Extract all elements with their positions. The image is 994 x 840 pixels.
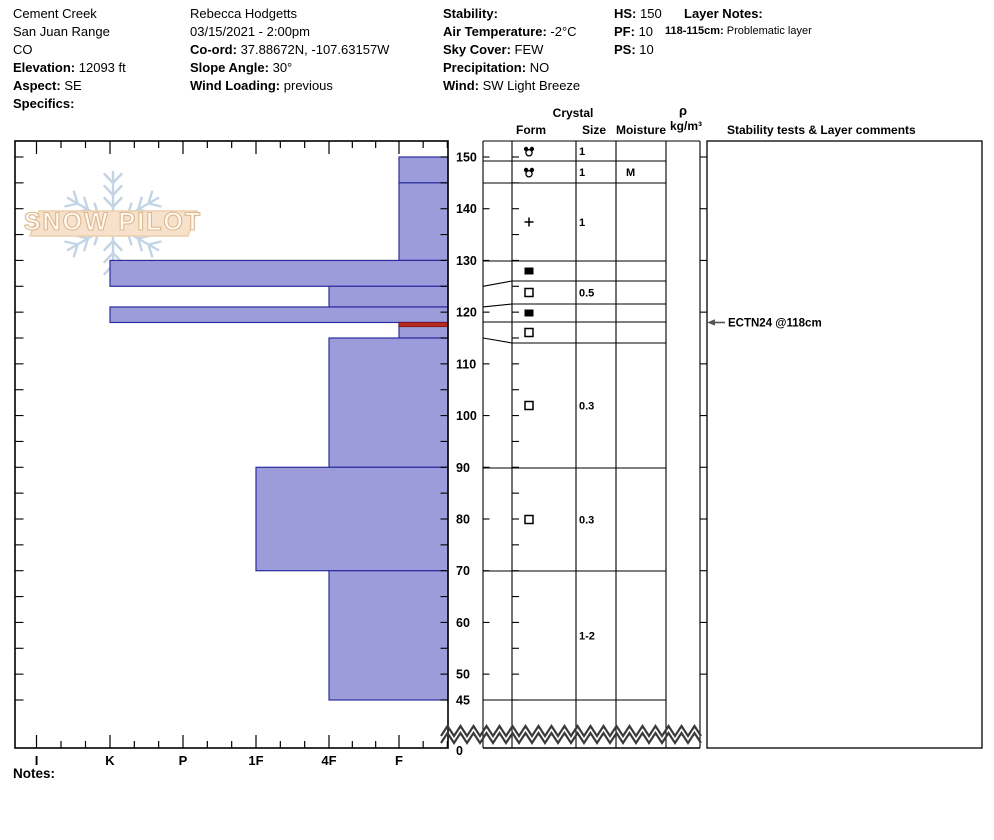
hardness-tick-label: K: [105, 753, 115, 768]
grain-form-FC: [524, 287, 534, 298]
grain-size-value: 1-2: [579, 631, 595, 643]
grain-form-MF: [523, 146, 535, 157]
grain-form-FC: [524, 514, 534, 525]
hardness-bars: [109, 156, 449, 701]
stability-line: Stability:: [443, 6, 498, 21]
depth-tick-label: 130: [456, 254, 477, 268]
grain-form-FC: [524, 327, 534, 338]
layer-bar: [328, 285, 449, 308]
depth-tick-label: 80: [456, 513, 470, 527]
grain-size-value: 0.5: [579, 288, 594, 300]
grain-table-grid: [482, 140, 701, 749]
layer-leader-line: [482, 280, 513, 287]
stability-test-annotations: ECTN24 @118cm: [707, 317, 822, 329]
grain-table-rows: 1 1 M 1 0.5 0.3 0.3 1-2: [523, 146, 635, 643]
grain-size-value: 0.3: [579, 401, 594, 413]
problematic-layer-marker: [398, 322, 449, 328]
depth-tick-label: 60: [456, 616, 470, 630]
slope-angle-line: Slope Angle: 30°: [190, 60, 293, 75]
density-symbol-header: ρ: [678, 103, 688, 118]
depth-tick-label: 120: [456, 306, 477, 320]
measurements-block: HS: 150 PF: 10 PS: 10: [614, 5, 662, 59]
layer-notes-title: Layer Notes:: [684, 6, 763, 21]
depth-tick-label: 70: [456, 564, 470, 578]
grain-form-FC: [524, 400, 534, 411]
conditions-block: Stability: Air Temperature: -2°C Sky Cov…: [443, 5, 580, 95]
logo-text: SNOW PILOT: [24, 208, 202, 236]
hardness-axis-labels: I K P 1F 4F F: [35, 753, 403, 768]
grain-size-value: 1: [579, 146, 585, 158]
depth-tick-label: 140: [456, 202, 477, 216]
moisture-column-header: Moisture: [615, 123, 666, 137]
depth-axis-break: [440, 730, 702, 746]
logo-banner: [28, 210, 199, 237]
depth-ticks: [15, 156, 707, 701]
depth-axis-break: [440, 723, 702, 739]
ps-line: PS: 10: [614, 42, 654, 57]
stability-panel-box: [706, 140, 983, 749]
layer-leader-line: [482, 337, 513, 344]
air-temp-line: Air Temperature: -2°C: [443, 24, 577, 39]
density-unit-header: kg/m³: [669, 119, 702, 133]
specifics-line: Specifics:: [13, 96, 75, 111]
hardness-tick-label: F: [395, 753, 403, 768]
grain-size-value: 1: [579, 167, 585, 179]
pf-line: PF: 10: [614, 24, 654, 39]
location-block: Cement Creek San Juan Range CO Elevation…: [13, 5, 126, 113]
size-column-header: Size: [581, 123, 606, 137]
hardness-tick-label: P: [179, 753, 188, 768]
arrow-left-icon: [707, 319, 715, 326]
precipitation-line: Precipitation: NO: [443, 60, 550, 75]
observer-name: Rebecca Hodgetts: [190, 6, 297, 21]
observer-block: Rebecca Hodgetts 03/15/2021 - 2:00pm Co-…: [190, 5, 389, 95]
grain-form-IF: [524, 309, 534, 317]
depth-tick-label: 50: [456, 668, 470, 682]
sky-cover-line: Sky Cover: FEW: [443, 42, 544, 57]
layer-bar: [398, 182, 449, 262]
wind-loading-line: Wind Loading: previous: [190, 78, 333, 93]
layer-note-entry: 118-115cm: Problematic layer: [665, 25, 812, 37]
layer-bar: [109, 259, 449, 287]
hardness-tick-label: 4F: [321, 753, 336, 768]
crystal-header: Crystal: [552, 106, 594, 120]
stability-panel-header: Stability tests & Layer comments: [727, 123, 916, 137]
depth-tick-label: 90: [456, 461, 470, 475]
hardness-tick-label: I: [35, 753, 39, 768]
hs-line: HS: 150: [614, 6, 662, 21]
layer-leader-line: [482, 303, 513, 308]
wind-line: Wind: SW Light Breeze: [443, 78, 581, 93]
form-column-header: Form: [516, 123, 546, 137]
mountain-range: San Juan Range: [13, 24, 110, 39]
layer-bar: [328, 570, 449, 701]
state: CO: [13, 42, 33, 57]
depth-axis-labels: 150 140 130 120 110 100 90 80 70 60 50 45 0: [456, 151, 477, 759]
aspect-line: Aspect: SE: [13, 78, 82, 93]
site-name: Cement Creek: [13, 6, 97, 21]
coordinates-line: Co-ord: 37.88672N, -107.63157W: [190, 42, 390, 57]
layer-bar: [109, 306, 449, 324]
layer-bar: [398, 156, 449, 184]
grain-size-value: 1: [579, 217, 585, 229]
depth-tick-label: 45: [456, 694, 470, 708]
layer-bar: [255, 466, 449, 572]
moisture-value: M: [626, 167, 635, 179]
observation-datetime: 03/15/2021 - 2:00pm: [190, 24, 310, 39]
depth-tick-label: 0: [456, 744, 463, 758]
stability-test-label: ECTN24 @118cm: [728, 317, 822, 329]
grain-form-PP: [524, 217, 534, 227]
depth-tick-label: 150: [456, 151, 477, 165]
depth-tick-label: 110: [456, 357, 476, 371]
grain-form-IF: [524, 267, 534, 275]
depth-tick-label: 100: [456, 409, 477, 423]
grain-form-MF: [523, 167, 535, 178]
notes-label: Notes:: [13, 766, 56, 781]
layer-bar: [328, 337, 449, 468]
snowpilot-logo: SNOW PILOT: [23, 170, 202, 278]
hardness-ticks: [35, 141, 448, 748]
hardness-tick-label: 1F: [248, 753, 263, 768]
elevation-line: Elevation: 12093 ft: [13, 60, 126, 75]
grain-size-value: 0.3: [579, 515, 594, 527]
